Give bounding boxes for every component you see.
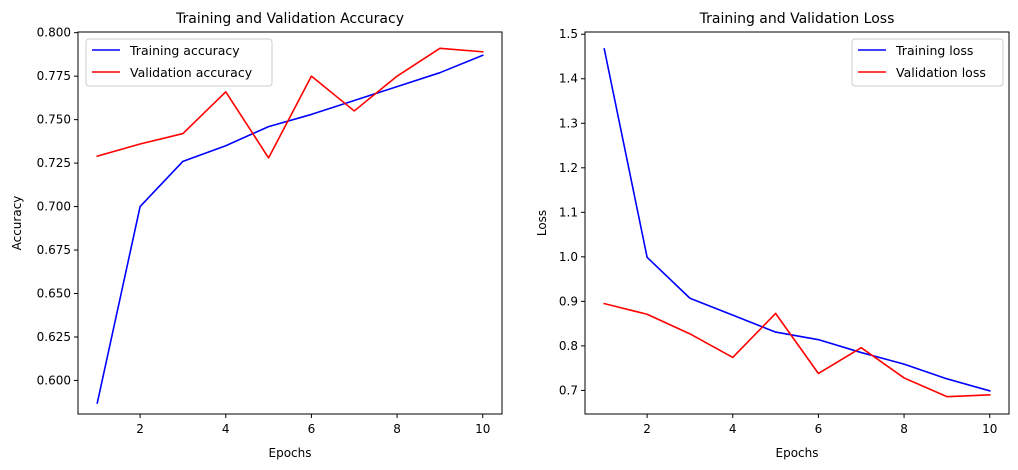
loss-x-axis-label: Epochs bbox=[776, 446, 819, 460]
accuracy-series-line-validation bbox=[96, 47, 484, 159]
accuracy-legend-label-training: Training accuracy bbox=[129, 43, 240, 58]
accuracy-chart-title: Training and Validation Accuracy bbox=[175, 11, 404, 27]
accuracy-y-axis-label: Accuracy bbox=[10, 196, 24, 251]
accuracy-series-lines bbox=[96, 47, 484, 405]
accuracy-legend-box bbox=[85, 38, 273, 87]
accuracy-y-ticks: 0.600 0.625 0.650 0.675 0.700 0.725 0.750 0.775… bbox=[37, 26, 78, 387]
loss-chart-title: Training and Validation Loss bbox=[699, 11, 895, 27]
loss-y-tick-label: 1.5 bbox=[559, 27, 578, 41]
accuracy-x-axis-label: Epochs bbox=[269, 446, 312, 460]
accuracy-y-tick-label: 0.675 bbox=[37, 243, 71, 257]
loss-y-tick-label: 1.4 bbox=[559, 72, 578, 86]
loss-y-ticks: 0.7 0.8 0.9 1.0 1.1 1.2 1.3 1.4 1.5 bbox=[559, 27, 585, 397]
accuracy-chart: Training and Validation Accuracy 0.6000.… bbox=[10, 11, 503, 460]
accuracy-series-line-training bbox=[96, 54, 484, 405]
accuracy-y-tick-label: 0.700 bbox=[37, 200, 71, 214]
loss-legend-box bbox=[851, 38, 1004, 87]
accuracy-y-tick-label: 0.800 bbox=[37, 26, 71, 40]
loss-series-lines bbox=[603, 47, 991, 398]
loss-y-tick-label: 0.7 bbox=[559, 383, 578, 397]
accuracy-y-tick-label: 0.725 bbox=[37, 156, 71, 170]
loss-y-tick-label: 1.0 bbox=[559, 250, 578, 264]
loss-y-tick-label: 1.1 bbox=[559, 205, 578, 219]
accuracy-plot-frame bbox=[77, 31, 503, 415]
accuracy-y-tick-label: 0.775 bbox=[37, 69, 71, 83]
accuracy-legend-label-validation: Validation accuracy bbox=[130, 65, 253, 80]
loss-x-tick-label: 4 bbox=[729, 422, 737, 436]
loss-series-line-training bbox=[603, 47, 991, 392]
loss-legend-label-validation: Validation loss bbox=[896, 65, 986, 80]
loss-y-tick-label: 0.9 bbox=[559, 294, 578, 308]
accuracy-y-tick-label: 0.625 bbox=[37, 330, 71, 344]
loss-x-tick-label: 2 bbox=[643, 422, 651, 436]
accuracy-y-tick-label: 0.650 bbox=[37, 287, 71, 301]
accuracy-x-tick-label: 2 bbox=[136, 422, 144, 436]
loss-series-line-validation bbox=[603, 302, 991, 398]
loss-legend: Training loss Validation loss bbox=[851, 38, 1004, 87]
accuracy-x-tick-label: 8 bbox=[393, 422, 401, 436]
loss-x-tick-label: 8 bbox=[900, 422, 908, 436]
accuracy-x-tick-label: 6 bbox=[308, 422, 316, 436]
loss-plot-frame bbox=[584, 31, 1010, 415]
accuracy-x-ticks: 2 4 6 8 10 bbox=[136, 414, 490, 436]
loss-chart: Training and Validation Loss 0.7 0.8 0.9 1.… bbox=[535, 11, 1010, 460]
loss-y-tick-label: 1.2 bbox=[559, 161, 578, 175]
accuracy-y-tick-label: 0.750 bbox=[37, 113, 71, 127]
loss-x-tick-label: 6 bbox=[815, 422, 823, 436]
loss-y-tick-label: 0.8 bbox=[559, 339, 578, 353]
loss-x-ticks: 2 4 6 8 10 bbox=[643, 414, 997, 436]
loss-y-tick-label: 1.3 bbox=[559, 116, 578, 130]
loss-legend-label-training: Training loss bbox=[895, 43, 973, 58]
accuracy-x-tick-label: 10 bbox=[475, 422, 490, 436]
loss-y-axis-label: Loss bbox=[535, 210, 549, 236]
accuracy-x-tick-label: 4 bbox=[222, 422, 230, 436]
accuracy-legend: Training accuracy Validation accuracy bbox=[85, 38, 273, 87]
accuracy-y-tick-label: 0.600 bbox=[37, 373, 71, 387]
loss-x-tick-label: 10 bbox=[982, 422, 997, 436]
